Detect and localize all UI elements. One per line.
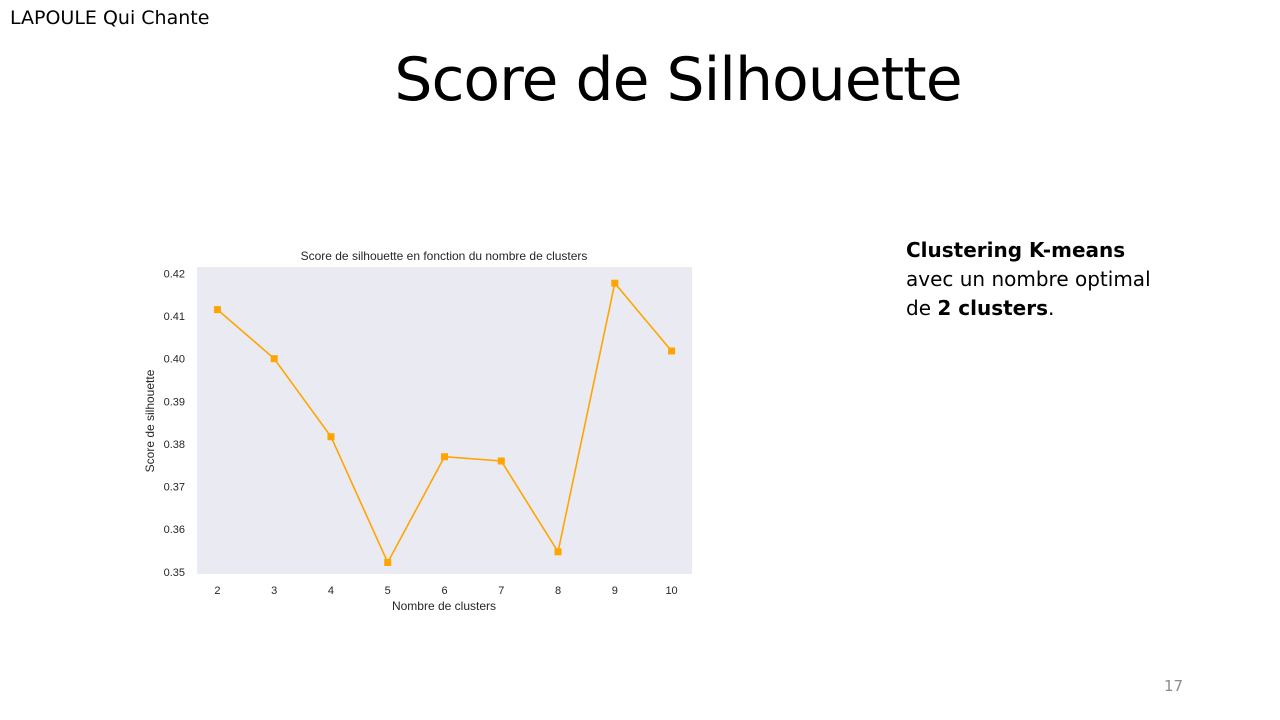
- y-tick-label: 0.38: [164, 439, 185, 451]
- y-axis-label: Score de silhouette: [143, 369, 157, 472]
- x-tick-label: 10: [665, 585, 677, 597]
- x-axis-label: Nombre de clusters: [392, 599, 496, 613]
- x-tick-labels: 2 3 4 5 6 7 8 9 10: [214, 585, 677, 597]
- description-middle: avec un nombre optimal de: [906, 267, 1151, 320]
- data-point-marker: [270, 355, 278, 363]
- y-tick-label: 0.35: [164, 567, 185, 579]
- page-number: 17: [1164, 677, 1184, 695]
- y-tick-label: 0.37: [164, 482, 185, 494]
- x-tick-label: 8: [555, 585, 561, 597]
- chart-title: Score de silhouette en fonction du nombr…: [301, 249, 588, 263]
- x-tick-label: 5: [385, 585, 391, 597]
- data-point-marker: [213, 306, 221, 314]
- data-point-marker: [384, 558, 392, 566]
- silhouette-chart: Score de silhouette en fonction du nombr…: [140, 240, 700, 620]
- y-tick-label: 0.42: [164, 268, 185, 280]
- data-point-marker: [497, 457, 505, 465]
- x-tick-label: 3: [271, 585, 277, 597]
- y-tick-label: 0.41: [164, 311, 185, 323]
- data-point-marker: [554, 548, 562, 556]
- chart-svg: Score de silhouette en fonction du nombr…: [143, 249, 692, 613]
- slide-title: Score de Silhouette: [394, 45, 962, 115]
- y-tick-label: 0.40: [164, 354, 185, 366]
- description-clusters: 2 clusters: [937, 296, 1048, 320]
- data-point-marker: [441, 453, 448, 461]
- x-tick-label: 9: [612, 585, 618, 597]
- description-end: .: [1047, 296, 1055, 320]
- data-point-marker: [327, 433, 335, 441]
- x-tick-label: 7: [498, 585, 504, 597]
- x-tick-label: 6: [441, 585, 447, 597]
- description-text: Clustering K-means avec un nombre optima…: [906, 236, 1166, 323]
- data-point-marker: [668, 347, 676, 355]
- plot-area: [197, 267, 692, 574]
- series-markers: [213, 279, 676, 566]
- y-tick-labels: 0.35 0.36 0.37 0.38 0.39 0.40 0.41 0.42: [164, 268, 185, 578]
- description-kmeans: Clustering K-means: [906, 238, 1126, 262]
- author-name: LAPOULE Qui Chante: [10, 7, 210, 29]
- x-tick-label: 2: [214, 585, 220, 597]
- data-point-marker: [611, 279, 619, 287]
- x-tick-label: 4: [328, 585, 334, 597]
- y-tick-label: 0.39: [164, 396, 185, 408]
- y-tick-label: 0.36: [164, 524, 185, 536]
